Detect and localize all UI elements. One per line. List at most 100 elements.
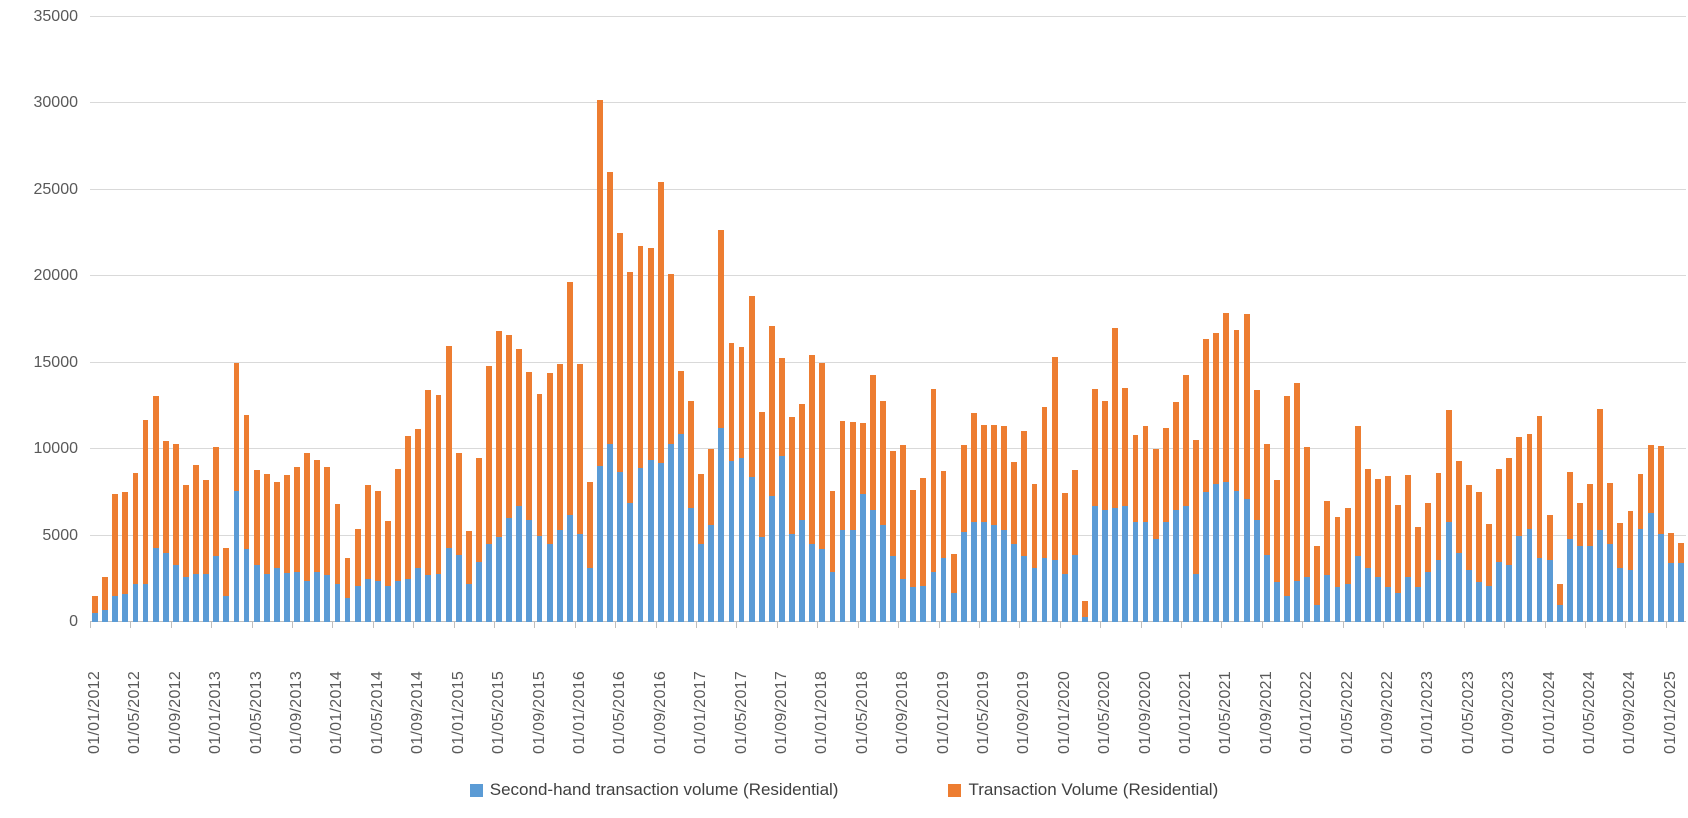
bar-segment-transaction <box>243 414 250 550</box>
bar-segment-secondhand <box>1273 582 1280 622</box>
x-axis-tick <box>938 622 940 628</box>
bar-segment-transaction <box>1566 472 1573 540</box>
bar-segment-transaction <box>597 99 604 467</box>
bar-segment-transaction <box>1546 515 1553 560</box>
bar-segment-transaction <box>516 348 523 507</box>
bar-segment-transaction <box>1092 388 1098 507</box>
bar-segment-transaction <box>607 171 614 444</box>
x-axis-tick-label: 01/01/2014 <box>328 670 346 754</box>
x-axis-tick <box>978 622 980 628</box>
bar-segment-secondhand <box>1082 616 1088 622</box>
bar-segment-transaction <box>677 371 684 434</box>
bar-segment-secondhand <box>1637 528 1644 622</box>
bar-segment-transaction <box>970 413 977 522</box>
bar-segment-secondhand <box>486 544 492 622</box>
bar-segment-secondhand <box>779 456 785 622</box>
y-axis-tick-label: 35000 <box>33 8 79 25</box>
bar-segment-transaction <box>1657 445 1664 534</box>
bar-segment-transaction <box>1172 402 1179 510</box>
bar-segment-transaction <box>859 423 866 495</box>
bar-segment-secondhand <box>1577 545 1583 622</box>
bar-segment-transaction <box>1617 523 1624 569</box>
bar-segment-secondhand <box>738 457 745 622</box>
bar-segment-secondhand <box>1183 506 1189 622</box>
gridline <box>90 361 1686 363</box>
bar-segment-secondhand <box>587 568 593 622</box>
bar-segment-secondhand <box>1263 554 1270 622</box>
bar-segment-transaction <box>1506 457 1513 565</box>
bar-segment-transaction <box>799 404 806 521</box>
bar-segment-secondhand <box>1405 577 1412 622</box>
bar-segment-secondhand <box>1425 571 1432 622</box>
bar-segment-secondhand <box>576 533 583 622</box>
x-axis-tick-label: 01/01/2021 <box>1176 670 1194 754</box>
bar-segment-transaction <box>1577 503 1583 546</box>
bar-segment-secondhand <box>748 476 755 622</box>
bar-segment-transaction <box>1001 425 1008 531</box>
bar-segment-transaction <box>1284 395 1290 597</box>
bar-segment-transaction <box>1304 446 1311 578</box>
bar-segment-transaction <box>1142 425 1149 522</box>
bar-segment-transaction <box>819 363 826 550</box>
x-axis-tick <box>534 622 536 628</box>
x-axis-tick-label: 01/09/2014 <box>409 670 427 754</box>
bar-segment-transaction <box>1526 434 1533 529</box>
bar-segment-transaction <box>930 388 937 572</box>
bar-segment-transaction <box>667 273 674 444</box>
bar-segment-transaction <box>960 445 967 533</box>
bar-segment-secondhand <box>1334 587 1341 622</box>
gridline <box>90 16 1686 17</box>
bar-segment-transaction <box>172 443 179 565</box>
bar-segment-secondhand <box>364 578 371 622</box>
bar-segment-transaction <box>385 520 391 586</box>
bar-segment-transaction <box>506 334 513 519</box>
bar-segment-secondhand <box>546 544 553 622</box>
bar-segment-transaction <box>1475 491 1482 583</box>
bar-segment-transaction <box>1607 482 1614 545</box>
bar-segment-secondhand <box>1465 570 1472 622</box>
bar-segment-secondhand <box>789 533 795 622</box>
bar-segment-transaction <box>132 473 139 584</box>
x-axis-tick <box>1544 622 1546 628</box>
bar-segment-secondhand <box>253 564 260 622</box>
bar-segment-secondhand <box>1324 575 1331 622</box>
bar-segment-secondhand <box>1112 507 1119 622</box>
bar-segment-transaction <box>1354 425 1361 557</box>
bar-segment-secondhand <box>1132 521 1139 622</box>
x-axis-tick <box>1504 622 1506 628</box>
bar-segment-transaction <box>1324 500 1331 576</box>
x-axis-tick-label: 01/01/2020 <box>1055 670 1073 754</box>
bar-segment-secondhand <box>910 587 917 622</box>
bar-segment-transaction <box>1102 400 1109 510</box>
bar-segment-transaction <box>546 373 553 545</box>
x-axis-tick-label: 01/09/2020 <box>1136 670 1154 754</box>
bar-segment-secondhand <box>859 494 866 622</box>
x-axis-tick-label: 01/05/2015 <box>490 670 508 754</box>
bar-segment-secondhand <box>981 521 987 622</box>
bar-segment-transaction <box>738 346 745 458</box>
bar-segment-secondhand <box>445 547 452 622</box>
bar-segment-transaction <box>1162 427 1169 522</box>
bar-segment-transaction <box>526 371 533 521</box>
bar-segment-secondhand <box>1597 530 1604 622</box>
bar-segment-transaction <box>900 445 907 579</box>
bar-segment-transaction <box>789 416 795 534</box>
x-axis-tick <box>90 622 91 628</box>
bar-segment-transaction <box>950 554 957 593</box>
bar-segment-secondhand <box>223 596 230 622</box>
bar-segment-secondhand <box>122 594 129 622</box>
x-axis-tick-label: 01/05/2019 <box>974 670 992 754</box>
x-axis-tick <box>574 622 576 628</box>
bar-segment-secondhand <box>1516 535 1523 622</box>
bar-segment-transaction <box>435 394 442 574</box>
x-axis-tick <box>1463 622 1465 628</box>
bar-segment-secondhand <box>203 573 210 622</box>
bar-segment-transaction <box>1152 449 1159 540</box>
bar-segment-secondhand <box>294 571 300 622</box>
bar-segment-secondhand <box>526 520 533 622</box>
plot-area: 0 5000 10000 15000 20000 25000 30000 35000 <box>34 8 1686 630</box>
x-axis-tick-label: 01/01/2013 <box>207 670 225 754</box>
x-axis-tick <box>1059 622 1061 628</box>
bar-segment-transaction <box>1051 357 1058 560</box>
bar-segment-secondhand <box>1041 558 1048 622</box>
